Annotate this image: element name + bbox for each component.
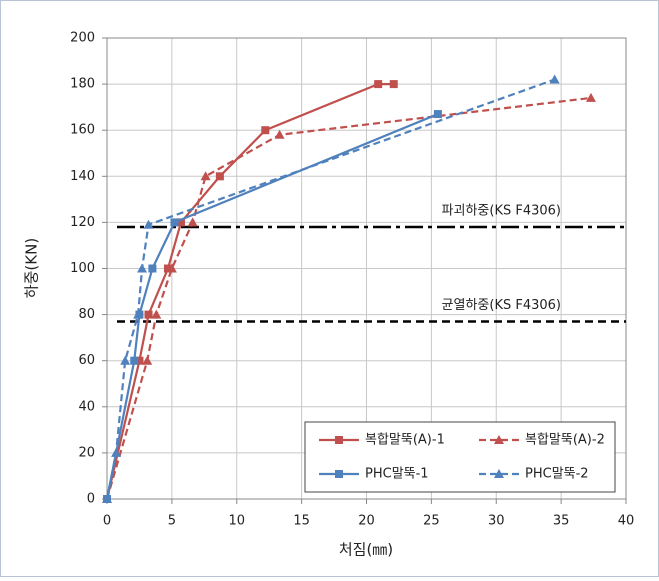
marker [494, 469, 504, 478]
x-tick-label: 0 [103, 514, 111, 529]
marker [389, 80, 398, 89]
legend-label: PHC말뚝-2 [525, 467, 589, 482]
legend-label: 복합말뚝(A)-2 [525, 433, 605, 448]
marker [130, 356, 139, 365]
marker [494, 435, 504, 444]
x-tick-label: 15 [293, 514, 310, 529]
y-tick-label: 120 [70, 215, 95, 230]
reference-label: 파괴하중(KS F4306) [442, 204, 561, 219]
marker [151, 309, 162, 319]
marker [133, 309, 144, 319]
x-tick-label: 35 [553, 514, 570, 529]
y-tick-label: 100 [70, 261, 95, 276]
marker [585, 92, 596, 102]
marker [148, 264, 157, 273]
marker [274, 129, 285, 139]
marker [137, 263, 148, 273]
marker [215, 172, 224, 181]
y-tick-label: 160 [70, 123, 95, 138]
legend-label: PHC말뚝-1 [365, 467, 429, 482]
x-tick-label: 10 [228, 514, 245, 529]
y-tick-label: 20 [78, 445, 95, 460]
marker [144, 310, 153, 319]
legend-label: 복합말뚝(A)-1 [365, 433, 445, 448]
y-tick-label: 180 [70, 77, 95, 92]
plot-border [106, 37, 627, 500]
marker [374, 80, 383, 89]
legend-box [304, 421, 616, 493]
y-tick-label: 140 [70, 169, 95, 184]
marker [102, 494, 112, 503]
reference-label: 균열하중(KS F4306) [442, 298, 561, 313]
x-tick-label: 30 [488, 514, 505, 529]
marker [187, 217, 198, 227]
y-tick-label: 200 [70, 31, 95, 46]
y-tick-label: 80 [78, 307, 95, 322]
x-axis-title: 처짐(㎜) [339, 541, 393, 559]
marker [170, 218, 179, 227]
x-tick-label: 40 [618, 514, 635, 529]
marker [166, 263, 177, 273]
x-tick-label: 5 [168, 514, 176, 529]
series-line [105, 113, 439, 500]
series-line [105, 96, 592, 500]
marker [176, 218, 185, 227]
marker [200, 171, 211, 181]
y-tick-label: 40 [78, 399, 95, 414]
marker [163, 264, 172, 273]
marker [135, 356, 144, 365]
marker [143, 219, 154, 229]
marker [549, 74, 560, 84]
marker [120, 355, 131, 365]
y-tick-label: 0 [87, 492, 95, 507]
marker [142, 355, 153, 365]
marker [111, 447, 122, 457]
marker [335, 436, 343, 444]
marker [433, 110, 442, 119]
x-tick-label: 20 [358, 514, 375, 529]
marker [261, 126, 270, 135]
x-tick-label: 25 [423, 514, 440, 529]
y-axis-title: 하중(KN) [23, 238, 41, 298]
marker [335, 470, 343, 478]
y-tick-label: 60 [78, 353, 95, 368]
